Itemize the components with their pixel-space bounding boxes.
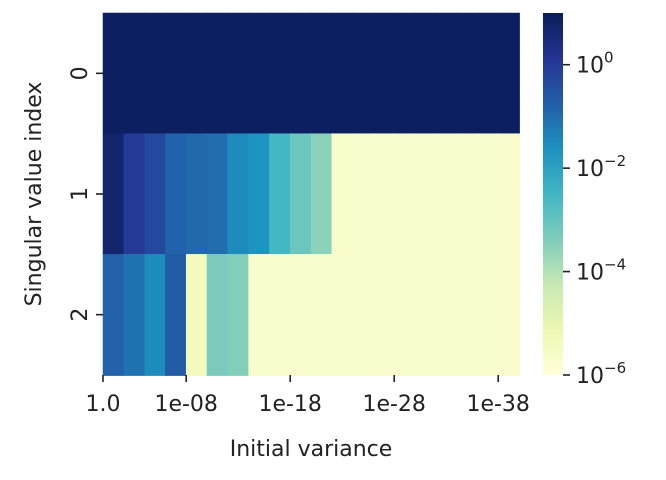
- heatmap-cell: [269, 133, 292, 256]
- heatmap-cell: [269, 12, 292, 135]
- colorbar-tick-label: 10−6: [576, 359, 626, 389]
- heatmap-cell: [477, 254, 500, 376]
- x-axis: 1.0 1e-08 1e-18 1e-28 1e-38: [86, 375, 530, 417]
- colorbar: [543, 13, 563, 375]
- heatmap-cell: [373, 133, 396, 256]
- heatmap-cell: [144, 254, 167, 376]
- x-tick-label: 1e-18: [258, 392, 321, 417]
- heatmap-cell: [102, 12, 125, 135]
- heatmap-cell: [289, 254, 312, 376]
- heatmap-cell: [497, 12, 520, 135]
- x-tick-label: 1e-08: [154, 392, 217, 417]
- heatmap-cell: [497, 254, 520, 376]
- heatmap-cell: [393, 254, 416, 376]
- heatmap-cell: [310, 12, 333, 135]
- heatmap-cell: [477, 12, 500, 135]
- y-tick-label: 1: [68, 187, 93, 201]
- heatmap-cell: [310, 254, 333, 376]
- heatmap-cell: [393, 12, 416, 135]
- y-tick-label: 0: [68, 66, 93, 80]
- heatmap-cell: [144, 12, 167, 135]
- heatmap-cell: [331, 12, 354, 135]
- heatmap-cell: [310, 133, 333, 256]
- heatmap-cell: [435, 12, 458, 135]
- heatmap-cell: [497, 133, 520, 256]
- heatmap-cell: [185, 12, 208, 135]
- y-tick-label: 2: [68, 308, 93, 322]
- heatmap-cell: [248, 133, 271, 256]
- heatmap-cell: [185, 133, 208, 256]
- x-tick-label: 1e-38: [466, 392, 529, 417]
- heatmap-cell: [123, 12, 146, 135]
- x-tick-label: 1.0: [86, 392, 121, 417]
- heatmap-cell: [269, 254, 292, 376]
- heatmap-cell: [165, 133, 188, 256]
- colorbar-tick-label: 10−2: [576, 152, 626, 182]
- heatmap-cell: [165, 254, 188, 376]
- heatmap-cell: [435, 254, 458, 376]
- heatmap-cell: [185, 254, 208, 376]
- colorbar-ticks: 100 10−2 10−4 10−6: [563, 49, 626, 389]
- y-axis-label: Singular value index: [22, 82, 47, 307]
- heatmap-cell: [165, 12, 188, 135]
- heatmap-cells: [102, 12, 520, 376]
- heatmap-cell: [456, 133, 479, 256]
- heatmap-cell: [248, 12, 271, 135]
- heatmap-cell: [435, 133, 458, 256]
- heatmap-cell: [477, 133, 500, 256]
- heatmap-cell: [414, 12, 437, 135]
- heatmap-cell: [248, 254, 271, 376]
- heatmap-cell: [123, 254, 146, 376]
- heatmap-cell: [227, 254, 250, 376]
- x-tick-label: 1e-28: [362, 392, 425, 417]
- heatmap-cell: [414, 254, 437, 376]
- heatmap-cell: [102, 133, 125, 256]
- heatmap-cell: [227, 12, 250, 135]
- colorbar-tick-label: 10−4: [576, 256, 626, 286]
- x-axis-label: Initial variance: [230, 437, 393, 462]
- heatmap-cell: [227, 133, 250, 256]
- heatmap-cell: [289, 133, 312, 256]
- heatmap-cell: [206, 133, 229, 256]
- heatmap-cell: [331, 254, 354, 376]
- colorbar-tick-label: 100: [576, 49, 614, 79]
- heatmap-cell: [206, 254, 229, 376]
- heatmap-cell: [352, 12, 375, 135]
- heatmap-cell: [102, 254, 125, 376]
- heatmap-cell: [373, 12, 396, 135]
- heatmap-cell: [456, 12, 479, 135]
- heatmap-cell: [123, 133, 146, 256]
- heatmap-cell: [352, 133, 375, 256]
- heatmap-cell: [144, 133, 167, 256]
- heatmap-cell: [393, 133, 416, 256]
- heatmap-cell: [331, 133, 354, 256]
- heatmap-cell: [352, 254, 375, 376]
- heatmap-cell: [373, 254, 396, 376]
- heatmap-cell: [206, 12, 229, 135]
- y-axis: 0 1 2: [68, 66, 103, 322]
- heatmap-cell: [456, 254, 479, 376]
- heatmap-cell: [414, 133, 437, 256]
- heatmap-cell: [289, 12, 312, 135]
